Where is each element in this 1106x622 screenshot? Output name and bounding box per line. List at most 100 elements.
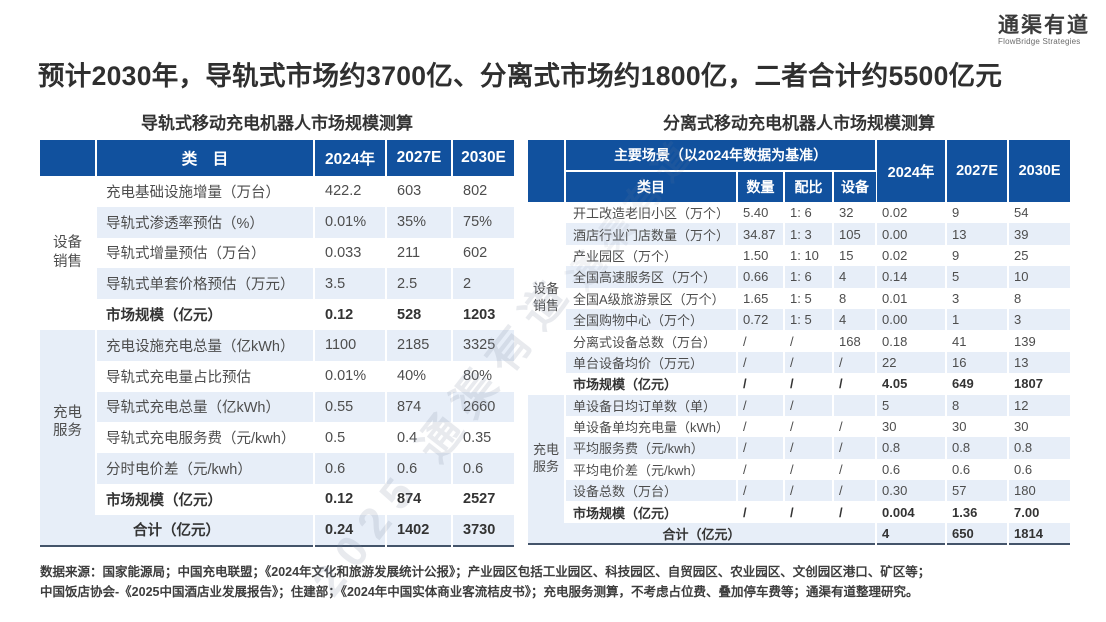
cell-value: 0.6 — [1014, 461, 1033, 477]
cell-value: / — [784, 458, 834, 481]
cell-value: 30 — [946, 415, 1010, 438]
cell-value: / — [737, 394, 785, 416]
cell-value: 2185 — [386, 329, 453, 361]
table-row: 设备销售 开工改造老旧小区（万个） 5.40 1: 6 32 0.02 9 54 — [528, 202, 1070, 395]
table-row: 全国高速服务区（万个） 0.66 1: 6 4 0.14 5 10 — [528, 266, 1071, 288]
cell-value: 603 — [386, 176, 453, 207]
cell-value: / — [833, 501, 878, 523]
column-header: 2027E — [386, 140, 453, 176]
company-logo: 通渠有道 FlowBridge Strategies — [998, 15, 1090, 46]
table-row: 全国购物中心（万个） 0.72 1: 5 4 0.00 1 3 — [528, 308, 1071, 331]
cell-value: 0.12 — [314, 299, 387, 330]
cell-value: 5 — [876, 394, 948, 416]
cell-value: 3 — [946, 287, 1010, 309]
column-header: 2024年 — [876, 140, 948, 202]
cell-value: / — [833, 458, 878, 481]
cell-value: 802 — [463, 183, 488, 200]
cell-value: / — [784, 480, 834, 502]
row-label: 单台设备均价（万元） — [565, 351, 738, 374]
rail-type-table: 类 目 2024年 2027E 2030E 设备销售 充电基础设施增量（万台） … — [40, 140, 514, 547]
row-label: 设备总数（万台） — [565, 480, 738, 502]
cell-value: 0.24 — [314, 514, 387, 546]
table-row: 导轨式充电量占比预估 0.01% 40% 80% — [40, 360, 514, 392]
cell-value: 0.01% — [314, 206, 387, 238]
cell-value: 10 — [1008, 266, 1071, 288]
cell-value: 0.6 — [314, 453, 387, 484]
cell-value: 80% — [463, 368, 493, 385]
cell-value — [833, 394, 878, 416]
table-header-row: 类 目 2024年 2027E 2030E — [40, 140, 514, 176]
cell-value: 34.87 — [737, 223, 785, 245]
cell-value: 602 — [463, 244, 488, 261]
table-row-subtotal: 市场规模（亿元） 0.12 874 2527 — [40, 483, 514, 515]
cell-value: / — [784, 373, 834, 395]
row-label: 全国高速服务区（万个） — [565, 266, 738, 288]
cell-value: 1203 — [463, 306, 496, 323]
cell-value: 16 — [946, 351, 1010, 374]
cell-value: 0.00 — [876, 308, 948, 331]
cell-value: 1: 5 — [784, 287, 834, 309]
row-label: 导轨式充电服务费（元/kwh） — [96, 422, 315, 454]
cell-value: 5.40 — [737, 202, 785, 224]
cell-value: 4 — [876, 522, 948, 545]
cell-value: 0.02 — [876, 244, 948, 267]
footnote-line: 数据来源：国家能源局；中国充电联盟；《2024年文化和旅游发展统计公报》；产业园… — [40, 565, 931, 579]
cell-value: 9 — [946, 244, 1010, 267]
cell-value: 1: 3 — [784, 223, 834, 245]
table-row-subtotal: 市场规模（亿元） / / / 0.004 1.36 7.00 — [528, 501, 1070, 523]
table-row: 平均服务费（元/kwh） / / / 0.8 0.8 0.8 — [528, 437, 1071, 459]
cell-value: / — [737, 437, 785, 459]
table-row: 分时电价差（元/kwh） 0.6 0.6 0.6 — [40, 453, 514, 484]
cell-value: 1814 — [1008, 522, 1071, 545]
cell-value: 25 — [1014, 247, 1029, 263]
table-row: 充电服务 充电设施充电总量（亿kWh） 1100 2185 3325 — [40, 329, 514, 515]
row-label: 开工改造老旧小区（万个） — [565, 202, 738, 224]
cell-value: / — [784, 330, 834, 352]
cell-value: 874 — [386, 483, 453, 515]
table-row: 导轨式单套价格预估（万元） 3.5 2.5 2 — [40, 268, 514, 300]
table-row: 设备销售 充电基础设施增量（万台） 422.2 603 802 — [40, 176, 514, 330]
cell-value: 1402 — [386, 514, 453, 546]
cell-value: 30 — [876, 415, 948, 438]
cell-value: 422.2 — [314, 176, 387, 207]
cell-value: 7.00 — [1014, 504, 1040, 520]
column-header: 类目 — [565, 171, 738, 202]
cell-value: 3325 — [452, 329, 514, 361]
corner-header — [40, 140, 97, 176]
cell-value: / — [737, 480, 785, 502]
table-row: 单台设备均价（万元） / / / 22 16 13 — [528, 351, 1071, 374]
cell-value: 75% — [452, 206, 514, 238]
row-label: 平均电价差（元/kwh） — [565, 458, 738, 481]
rail-type-table-section: 导轨式移动充电机器人市场规模测算 类 目 2024年 2027E 2030E 设… — [40, 112, 514, 547]
cell-value: 0.12 — [314, 483, 387, 515]
cell-value: / — [737, 373, 785, 395]
cell-value: 0.5 — [314, 422, 387, 454]
table-row: 导轨式充电服务费（元/kwh） 0.5 0.4 0.35 — [40, 422, 514, 454]
row-label: 产业园区（万个） — [565, 244, 738, 267]
cell-value: 2 — [452, 268, 514, 300]
cell-value: 0.6 — [386, 453, 453, 484]
table-row: 产业园区（万个） 1.50 1: 10 15 0.02 9 25 — [528, 244, 1070, 267]
cell-value: 8 — [1014, 290, 1022, 306]
cell-value: / — [833, 415, 878, 438]
cell-value: 1: 6 — [784, 202, 834, 224]
cell-value: / — [737, 351, 785, 374]
table-row: 分离式设备总数（万台） / / 168 0.18 41 139 — [528, 330, 1070, 352]
cell-value: 1: 6 — [784, 266, 834, 288]
cell-value: 12 — [1008, 394, 1071, 416]
total-label: 合计（亿元） — [528, 522, 878, 545]
table-row-subtotal: 市场规模（亿元） / / / 4.05 649 1807 — [528, 373, 1070, 395]
cell-value: 1.65 — [737, 287, 785, 309]
row-label: 市场规模（亿元） — [565, 373, 738, 395]
cell-value: / — [784, 351, 834, 374]
cell-value: / — [737, 415, 785, 438]
rail-table-title: 导轨式移动充电机器人市场规模测算 — [141, 114, 413, 133]
cell-value: 0.6 — [946, 458, 1010, 481]
cell-value: 32 — [833, 202, 878, 224]
row-label: 导轨式单套价格预估（万元） — [96, 268, 315, 300]
table-row: 导轨式渗透率预估（%） 0.01% 35% 75% — [40, 206, 514, 238]
row-label: 市场规模（亿元） — [96, 483, 315, 515]
cell-value: 0.4 — [386, 422, 453, 454]
column-header: 数量 — [737, 171, 785, 202]
